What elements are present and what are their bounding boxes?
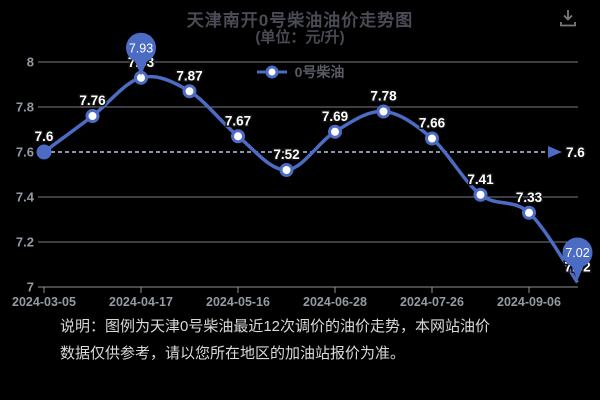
page-subtitle: (单位：元/升) — [255, 29, 345, 46]
legend-item-diesel[interactable]: 0号柴油 — [0, 62, 600, 82]
data-point-label: 7.87 — [176, 68, 202, 83]
data-point-label: 7.78 — [370, 89, 397, 104]
disclaimer-line-2: 数据仅供参考，请以您所在地区的加油站报价为准。 — [60, 345, 406, 362]
data-point[interactable] — [279, 163, 294, 177]
y-axis-label: 7.2 — [16, 235, 34, 250]
data-point-label: 7.52 — [273, 147, 299, 162]
max-price-pin[interactable] — [126, 32, 156, 63]
data-point-label: 7.6 — [35, 129, 54, 144]
y-axis-label: 7.6 — [16, 145, 34, 160]
reference-label: 7.6 — [566, 145, 585, 160]
data-point[interactable] — [36, 144, 52, 160]
x-axis-label: 2024-07-26 — [400, 295, 464, 309]
min-price-pin-tail — [570, 263, 585, 281]
y-axis-label: 7.8 — [16, 100, 34, 115]
data-point[interactable] — [522, 205, 536, 220]
data-point-label: 7.41 — [467, 172, 494, 187]
x-axis-label: 2024-06-28 — [303, 295, 367, 309]
x-axis-label: 2024-09-06 — [497, 295, 561, 309]
reference-arrow-icon — [548, 146, 562, 158]
data-point[interactable] — [182, 84, 197, 99]
legend-label: 0号柴油 — [294, 64, 345, 80]
download-icon — [560, 10, 576, 27]
data-point[interactable] — [425, 131, 439, 146]
data-point-label: 7.69 — [322, 109, 348, 124]
y-axis-label: 8 — [27, 55, 34, 70]
disclaimer-note: 说明：图例为天津0号柴油最近12次调价的油价走势，本网站油价 数据仅供参考，请以… — [60, 313, 550, 367]
data-point-label: 7.66 — [419, 116, 446, 131]
x-axis-label: 2024-05-16 — [206, 295, 270, 309]
page-title: 天津南开0号柴油油价走势图 — [186, 11, 414, 30]
data-point[interactable] — [473, 187, 488, 202]
price-trend-chart: 8 7.8 7.6 7.4 7.2 7 2024-03-05 2024-04-17 2024-0… — [12, 32, 593, 309]
disclaimer-line-1: 说明：图例为天津0号柴油最近12次调价的油价走势，本网站油价 — [60, 318, 491, 335]
data-point-label: 7.67 — [225, 113, 251, 128]
data-point[interactable] — [328, 124, 342, 139]
min-price-pin[interactable] — [562, 237, 593, 268]
data-point[interactable] — [376, 104, 391, 119]
x-axis-label: 2024-03-05 — [12, 295, 76, 309]
data-point[interactable] — [85, 109, 100, 123]
max-price-pin-tail — [134, 58, 148, 76]
y-axis-label: 7.4 — [16, 190, 35, 205]
x-axis-label: 2024-04-17 — [109, 295, 173, 309]
download-button[interactable] — [556, 6, 580, 30]
legend-marker-icon — [256, 65, 287, 79]
data-point-label: 7.76 — [79, 93, 106, 108]
price-line — [42, 74, 579, 284]
max-price-pin-label: 7.93 — [129, 41, 153, 55]
data-point-label: 7.33 — [516, 190, 543, 205]
min-price-pin-label: 7.02 — [565, 246, 589, 260]
y-axis-label: 7 — [27, 280, 34, 295]
data-point[interactable] — [231, 129, 245, 144]
